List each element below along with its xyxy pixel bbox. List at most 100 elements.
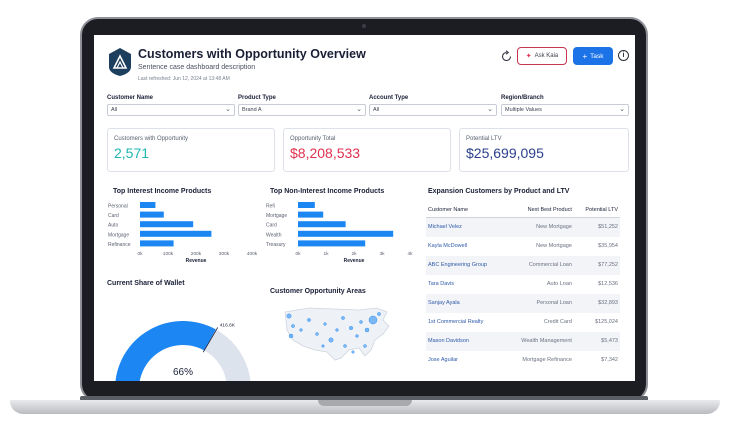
dashboard-screen: Customers with Opportunity Overview Sent… (94, 35, 635, 381)
sparkle-icon: ✦ (525, 53, 532, 60)
plus-icon: + (582, 51, 588, 61)
map-bubble[interactable] (368, 315, 378, 325)
map-bubble[interactable] (351, 350, 355, 354)
non-interest-income-bar-chart: Refi Mortgage Card Wealth Treasury 0k 1k 2k 3k 4k… (266, 202, 413, 264)
map-bubble[interactable] (348, 326, 353, 331)
potential-ltv-cell: $7,342 (601, 357, 618, 363)
next-best-product-cell: New Mortgage (505, 217, 574, 237)
customer-name-cell[interactable]: Mason Davidson (426, 331, 506, 351)
chevron-down-icon: ⌄ (225, 106, 231, 113)
kpi-potential-ltv: Potential LTV $25,699,095 (459, 128, 629, 172)
kpi-label: Potential LTV (466, 136, 502, 142)
table-row[interactable]: 1st Commercial Realty Credit Card $125,0… (426, 313, 620, 332)
x-axis-label: Revenue (186, 258, 207, 264)
bar[interactable] (298, 230, 394, 237)
chevron-down-icon: ⌄ (356, 106, 362, 113)
customer-name-cell[interactable]: Kayla McDowell (428, 243, 468, 249)
map-bubble[interactable] (321, 344, 325, 348)
region-branch-select[interactable]: Multiple Values ⌄ (501, 104, 629, 116)
table-row[interactable]: Michael Velez New Mortgage $51,252 (426, 217, 620, 237)
kpi-customers-with-opportunity: Customers with Opportunity 2,571 (107, 128, 275, 172)
laptop-base (10, 400, 720, 414)
refresh-button[interactable] (499, 49, 513, 63)
table-row[interactable]: ABC Engineering Group Commercial Loan $7… (426, 255, 620, 275)
share-of-wallet-gauge: 416.6K 66% (115, 321, 251, 381)
map-bubble[interactable] (343, 344, 347, 348)
task-label: Task (590, 52, 604, 60)
map-bubble[interactable] (377, 312, 381, 316)
filter-region-branch: Region/Branch Multiple Values ⌄ (501, 95, 629, 116)
bar[interactable] (298, 221, 346, 228)
column-header-next-best-product[interactable]: Next Best Product (505, 203, 574, 218)
bar[interactable] (140, 221, 194, 228)
customer-name-cell[interactable]: Michael Velez (426, 217, 506, 237)
ask-kaia-button[interactable]: ✦ Ask Kaia (517, 47, 567, 65)
map-bubble[interactable] (291, 324, 295, 328)
map-bubble[interactable] (359, 320, 363, 324)
x-tick-label: 0k (137, 251, 143, 257)
kpi-label: Opportunity Total (290, 136, 336, 142)
map-bubble[interactable] (299, 328, 303, 332)
gauge-marker-label: 416.6K (220, 322, 236, 328)
filter-label: Account Type (369, 95, 409, 101)
bar[interactable] (140, 202, 156, 208)
bar-category-label: Personal (108, 204, 128, 210)
gauge-fill[interactable] (115, 321, 216, 381)
column-header-potential-ltv[interactable]: Potential LTV (573, 203, 620, 218)
non-interest-income-title: Top Non-Interest Income Products (270, 188, 385, 195)
bar[interactable] (298, 211, 324, 218)
info-button[interactable]: i (618, 50, 629, 61)
account-type-select[interactable]: All ⌄ (369, 104, 497, 116)
map-bubble[interactable] (323, 322, 327, 326)
potential-ltv-cell: $51,252 (573, 217, 620, 237)
x-tick-label: 4k (407, 251, 413, 257)
map-bubble[interactable] (335, 328, 339, 332)
bar-category-label: Card (108, 213, 119, 219)
chevron-down-icon: ⌄ (619, 106, 625, 113)
table-row[interactable]: Sanjay Ayala Personal Loan $32,893 (426, 293, 620, 313)
bar[interactable] (298, 240, 366, 247)
customer-name-cell[interactable]: ABC Engineering Group (426, 255, 506, 275)
map-bubble[interactable] (286, 313, 292, 319)
bar[interactable] (140, 230, 212, 237)
customer-name-cell[interactable]: Tara Davis (428, 281, 454, 287)
bar[interactable] (298, 202, 315, 208)
table-row[interactable]: Jose Aguilar Mortgage Refinance $7,342 (426, 351, 620, 370)
product-type-select[interactable]: Brand A ⌄ (238, 104, 366, 116)
brand-logo-icon (109, 48, 131, 76)
bar[interactable] (140, 240, 174, 247)
map-bubble[interactable] (355, 334, 359, 338)
map-bubble[interactable] (307, 318, 311, 322)
map-bubble[interactable] (363, 344, 367, 348)
page-subtitle: Sentence case dashboard description (138, 64, 256, 71)
bar-category-label: Auto (108, 223, 119, 229)
gauge-marker (202, 327, 219, 353)
map-bubble[interactable] (315, 332, 319, 336)
gauge-value-label: 66% (173, 367, 193, 378)
opportunity-areas-map (284, 307, 390, 361)
kpi-value: $8,208,533 (290, 145, 361, 161)
bar[interactable] (140, 211, 164, 218)
expansion-customers-table: Customer Name Next Best Product Potentia… (426, 203, 620, 370)
potential-ltv-cell: $32,893 (573, 293, 620, 313)
x-tick-label: 200k (191, 251, 202, 257)
column-header-customer-name[interactable]: Customer Name (426, 203, 506, 218)
bar-category-label: Refi (266, 204, 275, 210)
table-row[interactable]: Kayla McDowell New Mortgage $35,954 (426, 237, 620, 256)
add-task-button[interactable]: + Task (573, 47, 613, 65)
map-bubble[interactable] (288, 333, 294, 339)
potential-ltv-cell: $77,252 (573, 255, 620, 275)
map-bubble[interactable] (341, 316, 345, 320)
customer-name-select[interactable]: All ⌄ (107, 104, 235, 116)
customer-name-cell[interactable]: Sanjay Ayala (426, 293, 506, 313)
table-row[interactable]: Tara Davis Auto Loan $12,536 (426, 275, 620, 294)
map-bubble[interactable] (328, 337, 334, 343)
table-row[interactable]: Mason Davidson Wealth Management $5,473 (426, 331, 620, 351)
expansion-customers-title: Expansion Customers by Product and LTV (428, 188, 570, 195)
camera-dot (362, 24, 366, 28)
customer-name-cell[interactable]: Jose Aguilar (428, 357, 458, 363)
customer-name-cell[interactable]: 1st Commercial Realty (428, 319, 484, 325)
interest-income-title: Top Interest Income Products (113, 188, 212, 195)
filter-label: Region/Branch (501, 95, 544, 101)
map-bubble[interactable] (364, 327, 370, 333)
